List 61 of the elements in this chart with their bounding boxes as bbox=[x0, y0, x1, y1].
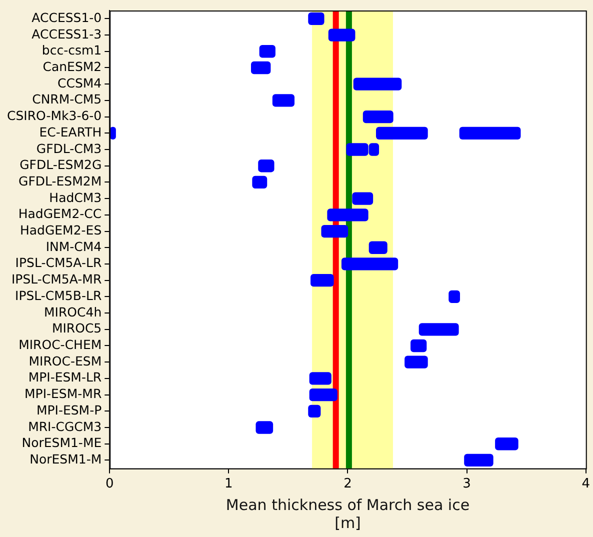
x-axis-title: Mean thickness of March sea ice [m] bbox=[226, 496, 470, 532]
y-tick-label: CNRM-CM5 bbox=[32, 92, 102, 107]
y-tick-label: IPSL-CM5A-MR bbox=[11, 272, 102, 287]
bar bbox=[308, 404, 321, 418]
bar bbox=[250, 61, 271, 74]
x-tick-label: 1 bbox=[224, 476, 233, 492]
bar bbox=[376, 126, 428, 140]
y-tick-label: GFDL-CM3 bbox=[36, 140, 102, 156]
bar bbox=[352, 192, 374, 205]
y-tick-label: ACCESS1-3 bbox=[32, 26, 102, 42]
y-tick-label: CanESM2 bbox=[42, 58, 102, 74]
y-tick-label: INM-CM4 bbox=[46, 238, 102, 254]
bar bbox=[310, 274, 334, 287]
y-tick-label: bcc-csm1 bbox=[42, 42, 102, 58]
y-tick-label: IPSL-CM5A-LR bbox=[15, 255, 102, 270]
bar bbox=[256, 421, 274, 434]
bar bbox=[321, 224, 348, 238]
bar bbox=[309, 388, 338, 402]
bar bbox=[341, 258, 398, 270]
y-tick-label: CCSM4 bbox=[57, 75, 102, 90]
y-tick-label: MIROC5 bbox=[52, 320, 102, 336]
bar bbox=[410, 339, 427, 352]
y-tick-label: HadGEM2-CC bbox=[18, 206, 102, 222]
y-tick-label: NorESM1-ME bbox=[22, 435, 102, 450]
y-tick-label: EC-EARTH bbox=[39, 124, 102, 140]
y-tick-label: HadGEM2-ES bbox=[20, 222, 102, 238]
x-tick-label: 0 bbox=[105, 476, 114, 492]
y-tick-label: ACCESS1-0 bbox=[32, 10, 102, 25]
bar bbox=[252, 176, 268, 189]
y-tick-label: MPI-ESM-P bbox=[36, 402, 102, 418]
bar bbox=[327, 208, 368, 222]
y-tick-label: GFDL-ESM2G bbox=[20, 157, 102, 172]
y-tick-label: CSIRO-Mk3-6-0 bbox=[6, 108, 102, 124]
bar bbox=[309, 372, 332, 385]
bar bbox=[464, 454, 494, 467]
bar bbox=[495, 438, 518, 450]
y-tick-label: NorESM1-M bbox=[30, 451, 102, 466]
bar bbox=[404, 356, 428, 368]
bar bbox=[448, 290, 460, 304]
y-tick-label: HadCM3 bbox=[49, 190, 102, 205]
bar bbox=[353, 78, 402, 90]
y-tick-label: MRI-CGCM3 bbox=[28, 418, 102, 434]
y-tick-label: MPI-ESM-LR bbox=[28, 370, 102, 385]
x-tick-label: 2 bbox=[344, 476, 352, 492]
y-tick-label: MIROC-ESM bbox=[28, 353, 102, 368]
bar bbox=[308, 12, 324, 26]
y-tick-label: GFDL-ESM2M bbox=[18, 173, 102, 188]
y-tick-label: MIROC4h bbox=[44, 304, 102, 320]
bar bbox=[258, 160, 274, 172]
bar bbox=[259, 45, 276, 58]
bar bbox=[418, 323, 459, 336]
x-tick-label: 3 bbox=[462, 476, 471, 492]
bar bbox=[272, 94, 295, 107]
y-tick-label: MPI-ESM-MR bbox=[24, 386, 102, 402]
bar bbox=[459, 126, 521, 140]
bar bbox=[368, 241, 388, 254]
y-tick-label: IPSL-CM5B-LR bbox=[15, 288, 102, 303]
bar bbox=[328, 28, 356, 42]
x-tick-label: 4 bbox=[582, 476, 590, 492]
bar bbox=[362, 110, 394, 124]
y-tick-label: MIROC-CHEM bbox=[18, 337, 102, 352]
